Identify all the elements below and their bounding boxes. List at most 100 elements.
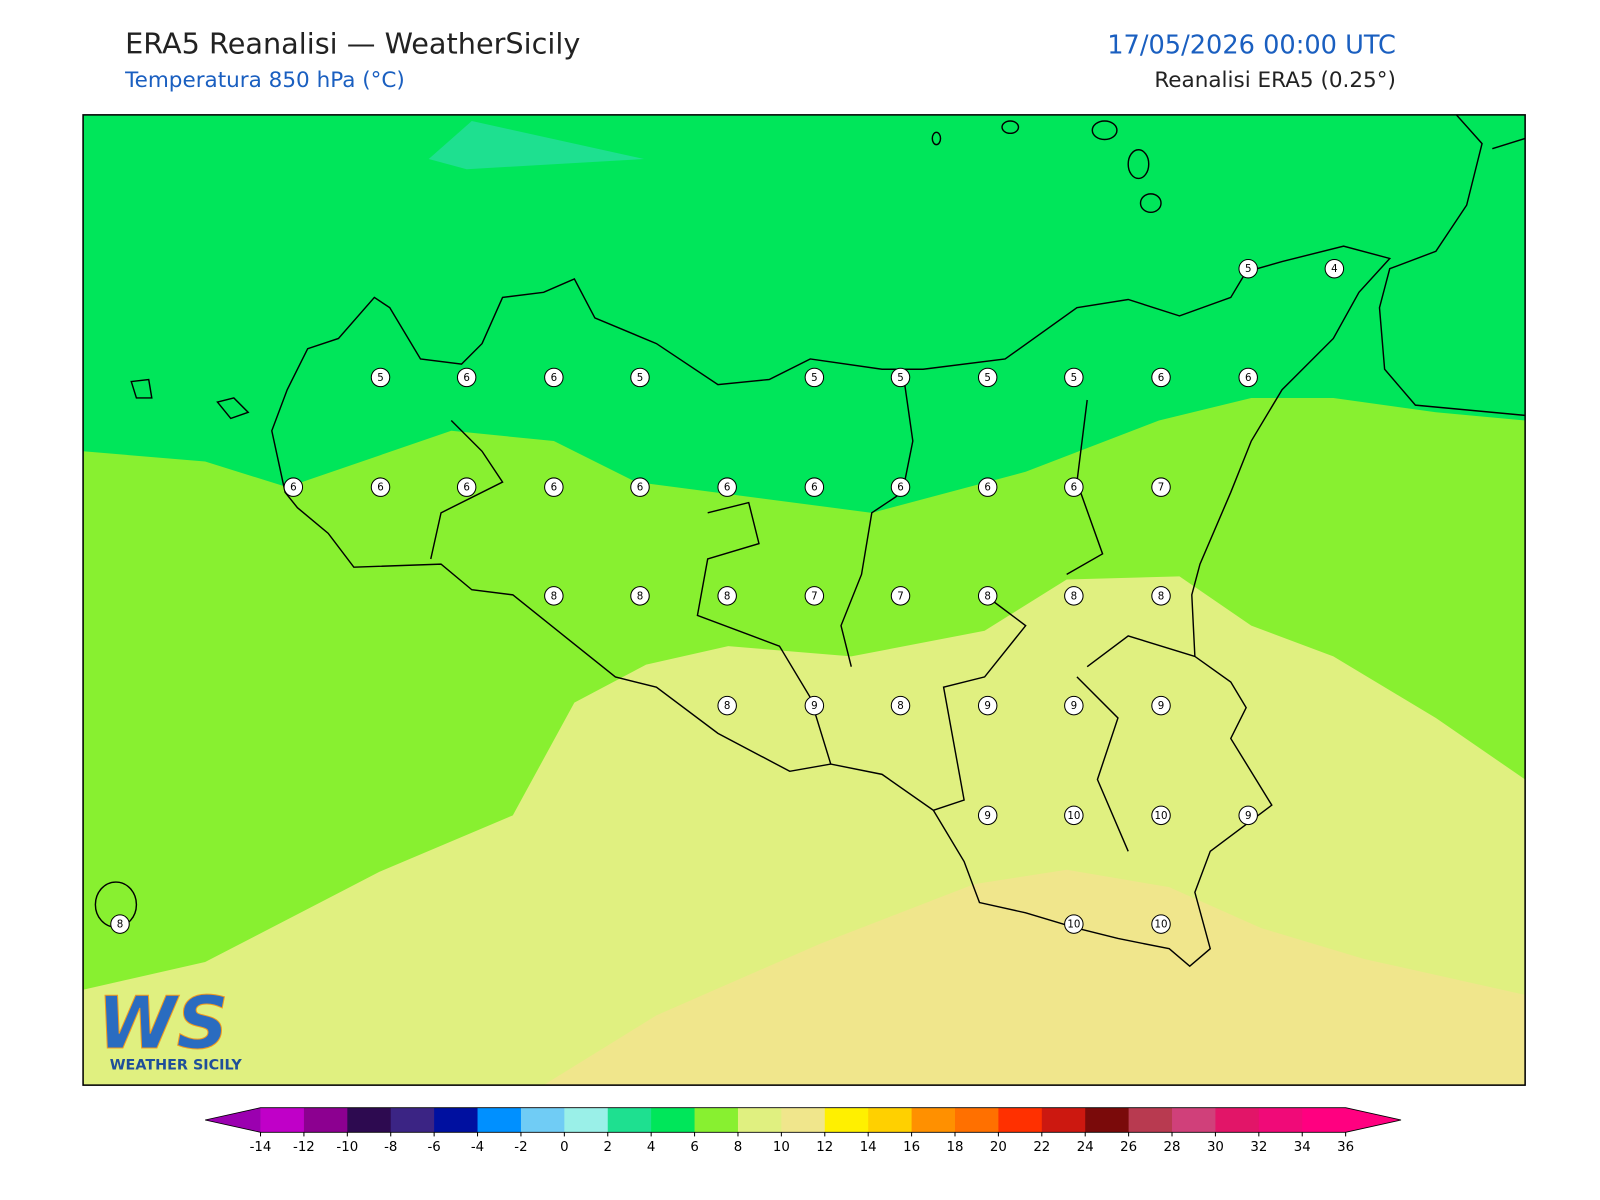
station-marker: [804, 477, 825, 497]
date: 17/05/2026 00:00 UTC: [1107, 30, 1396, 60]
station-marker: [977, 586, 998, 606]
colorbar-tick-label: 32: [1250, 1140, 1267, 1155]
station-marker: [1151, 477, 1171, 497]
station-values: 5 4 5 6 6 5 5 5 5 5 6 6 6 6 6 6 6 6 6 6 6 6 7 8 8 8 7 7 8 8 8 8 9 8 9 9 9 9 10…: [110, 258, 1345, 934]
station-marker: [1324, 258, 1345, 279]
colorbar-swatch: [781, 1107, 826, 1133]
station-value: 5: [1245, 263, 1252, 275]
station-value: 8: [551, 590, 558, 602]
map-area: WS WEATHER SICILY 5 4 5 6 6 5 5 5 5 5 6 6 6 6 6 6 6 6 6 6 6 6…: [83, 114, 1526, 1086]
station-marker: [544, 586, 564, 606]
station-marker: [717, 695, 737, 716]
colorbar-swatch: [1302, 1107, 1347, 1133]
colorbar-swatch: [434, 1107, 479, 1133]
source: Reanalisi ERA5 (0.25°): [1154, 68, 1396, 93]
station-marker: [544, 477, 564, 497]
colorbar-swatch: [911, 1107, 956, 1133]
station-value: 9: [811, 700, 818, 712]
colorbar-tick-label: 30: [1207, 1140, 1224, 1155]
station-marker: [630, 477, 650, 497]
station-marker: [630, 367, 650, 388]
station-marker: [804, 586, 825, 606]
station-marker: [1151, 805, 1171, 826]
station-marker: [283, 477, 304, 497]
station-value: 6: [811, 482, 818, 494]
colorbar-tick-label: 8: [734, 1140, 742, 1155]
colorbar-swatch: [868, 1107, 913, 1133]
colorbar-tick-label: 22: [1033, 1140, 1050, 1155]
station-value: 10: [1155, 810, 1168, 822]
station-value: 5: [1071, 372, 1078, 384]
colorbar-over: [1345, 1107, 1402, 1133]
station-value: 6: [1245, 372, 1252, 384]
station-value: 7: [1158, 482, 1165, 494]
colorbar-tick-label: 28: [1164, 1140, 1181, 1155]
station-value: 6: [551, 372, 558, 384]
logo: WS WEATHER SICILY: [97, 981, 242, 1074]
station-value: 9: [1158, 700, 1165, 712]
station-marker: [1238, 258, 1258, 279]
station-value: 6: [377, 482, 384, 494]
station-value: 8: [897, 700, 904, 712]
station-value: 6: [897, 482, 904, 494]
colorbar-swatch: [564, 1107, 609, 1133]
station-marker: [1064, 477, 1084, 497]
colorbar-tick-label: -14: [250, 1140, 272, 1155]
station-value: 9: [984, 810, 991, 822]
station-marker: [370, 477, 391, 497]
colorbar-tick-label: 16: [903, 1140, 920, 1155]
colorbar-swatch: [694, 1107, 739, 1133]
colorbar-tick-label: 36: [1337, 1140, 1354, 1155]
station-value: 7: [811, 590, 818, 602]
colorbar-tick-label: 18: [947, 1140, 964, 1155]
station-value: 6: [463, 482, 470, 494]
field-10-12: [543, 869, 1526, 1086]
station-value: 7: [897, 590, 904, 602]
station-marker: [977, 367, 998, 388]
station-value: 10: [1067, 919, 1080, 931]
station-value: 6: [463, 372, 470, 384]
station-value: 4: [1331, 263, 1338, 275]
station-marker: [717, 586, 737, 606]
colorbar: -14 -12 -10 -8 -6 -4 -2 0 2 4 6 8 10 12 14 16 18 20 22 24 26…: [205, 1107, 1402, 1155]
colorbar-swatch: [737, 1107, 782, 1133]
station-value: 5: [637, 372, 644, 384]
colorbar-swatch: [651, 1107, 696, 1133]
colorbar-swatch: [954, 1107, 999, 1133]
logo-letters: WS: [97, 981, 228, 1065]
colorbar-tick-label: -10: [336, 1140, 358, 1155]
station-marker: [1064, 367, 1084, 388]
station-marker: [1064, 805, 1084, 826]
colorbar-tick-label: -6: [427, 1140, 440, 1155]
colorbar-swatch: [1258, 1107, 1303, 1133]
colorbar-swatch: [477, 1107, 522, 1133]
colorbar-swatch: [1172, 1107, 1216, 1133]
colorbar-swatch: [347, 1107, 392, 1133]
station-value: 8: [724, 700, 731, 712]
coastline: [94, 114, 1526, 968]
station-value: 5: [897, 372, 904, 384]
station-value: 6: [551, 482, 558, 494]
map-frame: [82, 114, 1526, 1086]
station-marker: [1151, 367, 1171, 388]
station-value: 9: [1245, 810, 1252, 822]
colorbar-tick-label: 34: [1294, 1140, 1311, 1155]
colorbar-swatch: [260, 1107, 305, 1133]
colorbar-tick-label: -2: [514, 1140, 527, 1155]
station-value: 10: [1155, 919, 1168, 931]
station-marker: [1151, 914, 1171, 934]
station-value: 6: [1158, 372, 1165, 384]
logo-name: WEATHER SICILY: [110, 1058, 243, 1074]
station-marker: [717, 477, 737, 497]
colorbar-swatch: [998, 1107, 1043, 1133]
colorbar-tick-label: 24: [1077, 1140, 1094, 1155]
colorbar-swatch: [1215, 1107, 1260, 1133]
station-marker: [890, 477, 911, 497]
station-marker: [1238, 805, 1258, 826]
colorbar-tick-label: 4: [647, 1140, 655, 1155]
colorbar-tick-label: -8: [384, 1140, 397, 1155]
colorbar-swatch: [1128, 1107, 1173, 1133]
station-marker: [977, 805, 998, 826]
colorbar-tick-label: 6: [690, 1140, 698, 1155]
